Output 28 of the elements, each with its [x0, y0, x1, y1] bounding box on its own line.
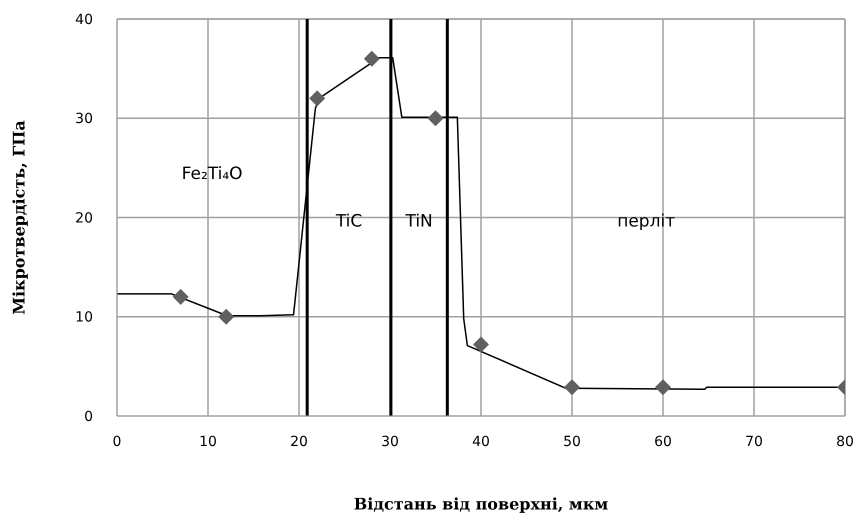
y-tick-label: 10 [75, 310, 93, 326]
point [218, 308, 234, 325]
x-tick-label: 50 [563, 434, 581, 450]
point [172, 288, 189, 305]
point [655, 379, 671, 396]
y-tick-label: 30 [75, 111, 93, 128]
point [364, 50, 380, 67]
annotation: перліт [617, 211, 676, 232]
x-tick-label: 70 [745, 434, 763, 450]
x-tick-label: 80 [836, 434, 854, 450]
x-axis-title: Відстань від поверхні, мкм [354, 494, 608, 514]
point [428, 110, 444, 126]
annotation: TiN [404, 211, 433, 232]
point [564, 379, 580, 396]
annotation: Fe₂Ti₄O [182, 164, 243, 184]
x-tick-label: 40 [472, 434, 490, 450]
point [473, 336, 489, 353]
point [309, 90, 326, 106]
x-tick-label: 20 [290, 434, 308, 450]
x-tick-label: 60 [654, 434, 672, 450]
y-axis-title: Мікротвердість, ГПа [10, 120, 29, 315]
y-tick-label: 40 [75, 12, 93, 28]
x-tick-label: 30 [381, 434, 399, 450]
x-tick-label: 0 [112, 434, 122, 450]
y-tick-label: 20 [75, 210, 93, 226]
annotation: TiC [334, 211, 362, 232]
y-tick-label: 0 [84, 408, 93, 425]
x-tick-label: 10 [199, 434, 217, 450]
